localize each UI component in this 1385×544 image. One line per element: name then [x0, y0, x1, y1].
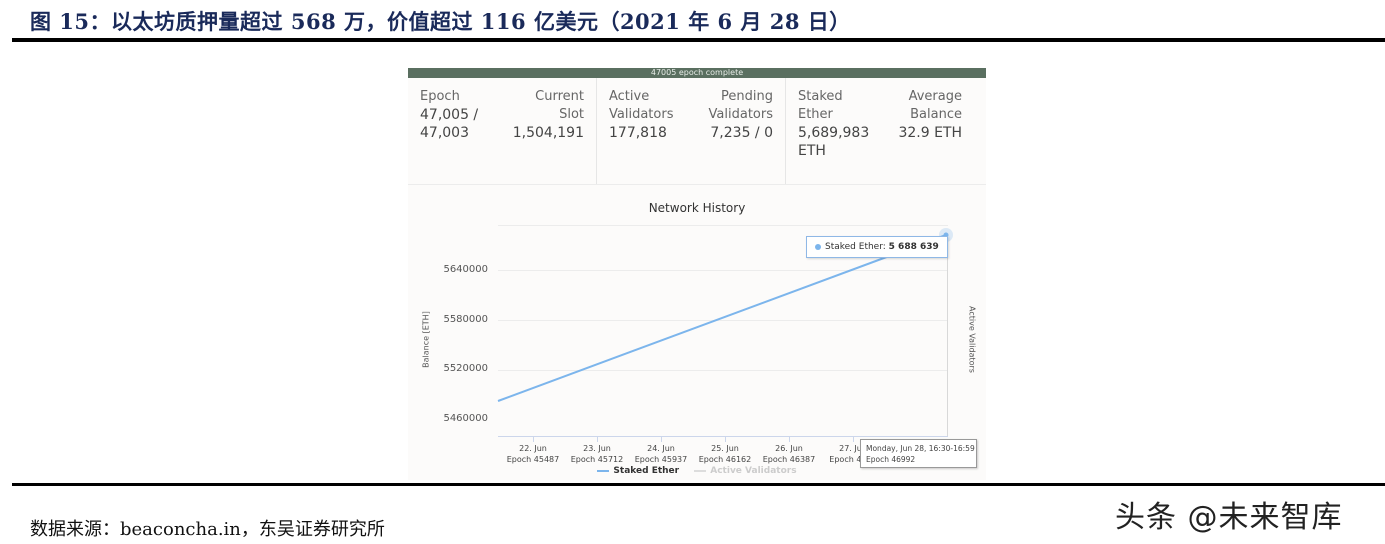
- legend-staked-ether[interactable]: Staked Ether: [597, 466, 679, 476]
- epoch-progress-banner: 47005 epoch complete: [408, 68, 986, 78]
- x-tick-mark: [661, 436, 662, 442]
- y-tick: 5640000: [443, 264, 488, 275]
- stat-label: Pending: [721, 89, 773, 104]
- x-tick-mark: [597, 436, 598, 442]
- stat-value: ETH: [798, 143, 826, 159]
- stat-group-ether: Staked Ether 5,689,983 ETH Average Balan…: [786, 78, 974, 184]
- stat-group-epoch: Epoch 47,005 / 47,003 Current Slot 1,504…: [408, 78, 597, 184]
- gridline: [498, 225, 948, 226]
- chart-title: Network History: [648, 201, 746, 215]
- top-divider: [12, 38, 1385, 42]
- figure-source: 数据来源：beaconcha.in，东吴证券研究所: [30, 519, 385, 540]
- stat-staked-ether: Staked Ether 5,689,983 ETH: [798, 88, 880, 184]
- crosshair-line: [947, 240, 948, 436]
- bottom-divider: [12, 483, 1385, 486]
- watermark: 头条 @未来智库: [1115, 500, 1343, 535]
- x-tick: 27. Jun Epoch 4661: [829, 444, 877, 464]
- staked-ether-line: [497, 228, 953, 402]
- stat-label: Active: [609, 89, 650, 104]
- stat-value: 32.9 ETH: [898, 125, 962, 141]
- stat-label: Validators: [609, 107, 674, 122]
- stat-label: Ether: [798, 107, 833, 122]
- x-tick-mark: [853, 436, 854, 442]
- stat-pending-validators: Pending Validators 7,235 / 0: [691, 88, 773, 184]
- x-tick: 23. Jun Epoch 45712: [570, 444, 624, 464]
- x-tick: 26. Jun Epoch 46387: [762, 444, 816, 464]
- x-tick: 24. Jun Epoch 45937: [634, 444, 688, 464]
- stat-value: 1,504,191: [512, 125, 584, 141]
- stat-value: 47,005 /: [420, 107, 479, 123]
- x-tick: 22. Jun Epoch 45487: [506, 444, 560, 464]
- y-tick: 5460000: [443, 413, 488, 424]
- stat-label: Slot: [559, 107, 584, 122]
- stat-label: Validators: [708, 107, 773, 122]
- stat-label: Balance: [910, 107, 962, 122]
- stat-current-slot: Current Slot 1,504,191: [502, 88, 584, 184]
- gridline: [498, 270, 948, 271]
- beaconchain-dashboard: 47005 epoch complete Epoch 47,005 / 47,0…: [408, 68, 986, 480]
- stat-active-validators: Active Validators 177,818: [609, 88, 691, 184]
- crosshair-tooltip: Monday, Jun 28, 16:30-16:59 Epoch 46992: [860, 439, 977, 468]
- stats-row: Epoch 47,005 / 47,003 Current Slot 1,504…: [408, 78, 986, 185]
- x-tick-mark: [789, 436, 790, 442]
- figure-title: 图 15：以太坊质押量超过 568 万，价值超过 116 亿美元（2021 年 …: [30, 9, 851, 34]
- stat-label: Staked: [798, 89, 843, 104]
- stat-group-validators: Active Validators 177,818 Pending Valida…: [597, 78, 786, 184]
- legend-active-validators[interactable]: Active Validators: [694, 466, 797, 476]
- stat-label: Epoch: [420, 89, 460, 104]
- x-axis-line: [498, 436, 948, 437]
- crosshair-date: Monday, Jun 28, 16:30-16:59: [866, 444, 975, 453]
- series-dot-icon: [815, 243, 821, 250]
- tooltip-value: 5 688 639: [888, 242, 939, 252]
- stat-value: 177,818: [609, 125, 667, 141]
- stat-average-balance: Average Balance 32.9 ETH: [880, 88, 962, 184]
- stat-epoch: Epoch 47,005 / 47,003: [420, 88, 502, 184]
- network-history-chart[interactable]: Network History 5640000 5580000 5520000 …: [408, 185, 986, 480]
- stat-value: 5,689,983: [798, 125, 870, 141]
- series-tooltip: Staked Ether: 5 688 639: [806, 236, 948, 258]
- x-tick: 25. Jun Epoch 46162: [698, 444, 752, 464]
- gridline: [498, 320, 948, 321]
- legend-swatch-icon: [597, 469, 610, 472]
- x-tick-mark: [725, 436, 726, 442]
- crosshair-epoch: Epoch 46992: [866, 455, 916, 464]
- y-tick: 5520000: [443, 363, 488, 374]
- legend-swatch-icon: [694, 469, 707, 472]
- chart-legend: Staked Ether Active Validators: [408, 466, 986, 476]
- gridline: [498, 370, 948, 371]
- stat-label: Average: [908, 89, 962, 104]
- stat-value: 47,003: [420, 125, 469, 141]
- stat-label: Current: [535, 89, 584, 104]
- y-tick: 5580000: [443, 314, 488, 325]
- stat-value: 7,235 / 0: [710, 125, 773, 141]
- tooltip-label: Staked Ether:: [825, 242, 889, 252]
- x-tick-mark: [533, 436, 534, 442]
